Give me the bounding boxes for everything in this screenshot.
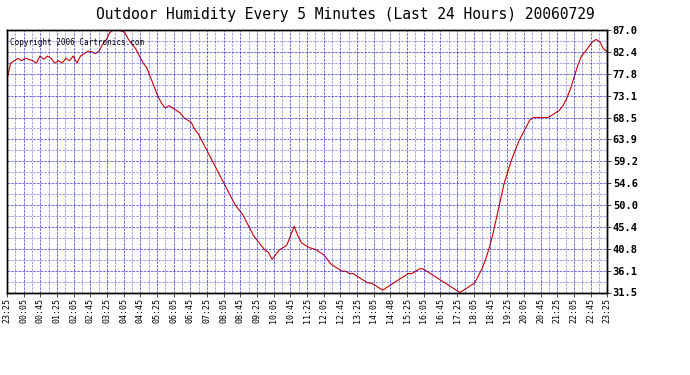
Text: Copyright 2006 Cartronics.com: Copyright 2006 Cartronics.com bbox=[10, 38, 144, 47]
Text: Outdoor Humidity Every 5 Minutes (Last 24 Hours) 20060729: Outdoor Humidity Every 5 Minutes (Last 2… bbox=[96, 8, 594, 22]
